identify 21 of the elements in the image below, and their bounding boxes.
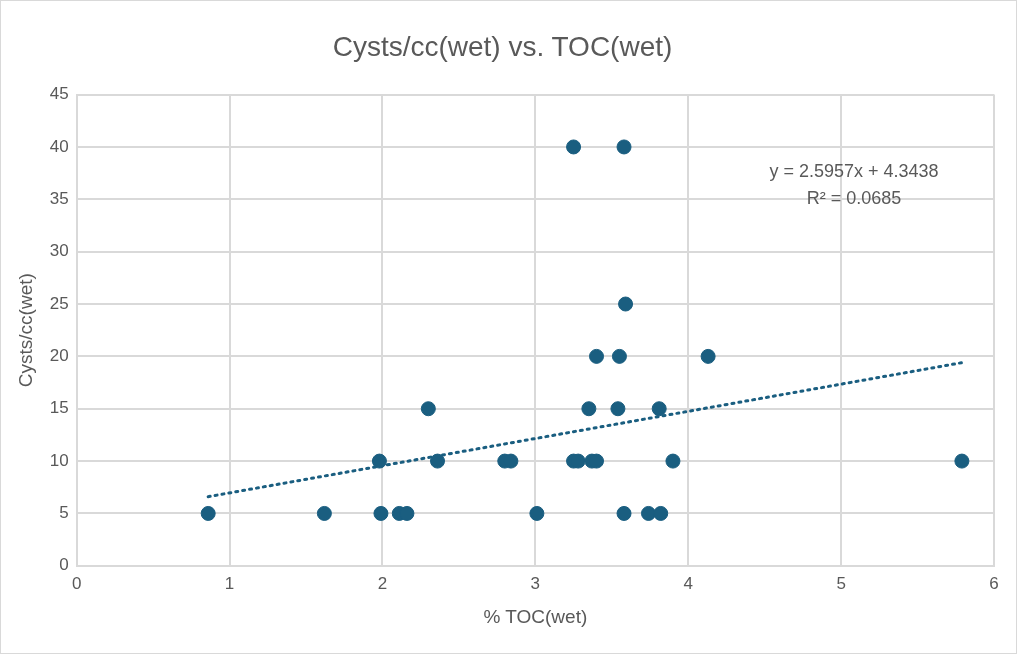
x-tick-label: 6 [989,573,999,593]
y-tick-label: 20 [49,346,69,366]
y-tick-label: 45 [49,84,69,104]
x-tick-label: 5 [836,573,846,593]
y-tick-label: 10 [49,450,69,470]
y-tick-label: 30 [49,241,69,261]
y-tick-label: 5 [59,503,69,523]
y-tick-label: 35 [49,189,69,208]
chart-title: Cysts/cc(wet) vs. TOC(wet) [332,30,673,62]
y-tick-label: 0 [59,555,69,575]
y-tick-label: 15 [49,398,69,418]
y-axis-title: Cysts/cc(wet) [14,273,36,388]
y-tick-label: 25 [49,293,69,313]
x-tick-label: 3 [530,573,541,593]
x-tick-label: 4 [683,573,693,593]
x-tick-label: 1 [224,573,235,593]
x-tick-label: 2 [377,573,388,593]
x-axis-title: % TOC(wet) [483,605,588,627]
annotation: y = 2.5957x + 4.3438 [769,160,939,181]
annotation: R² = 0.0685 [806,187,902,208]
y-tick-label: 40 [49,136,69,156]
